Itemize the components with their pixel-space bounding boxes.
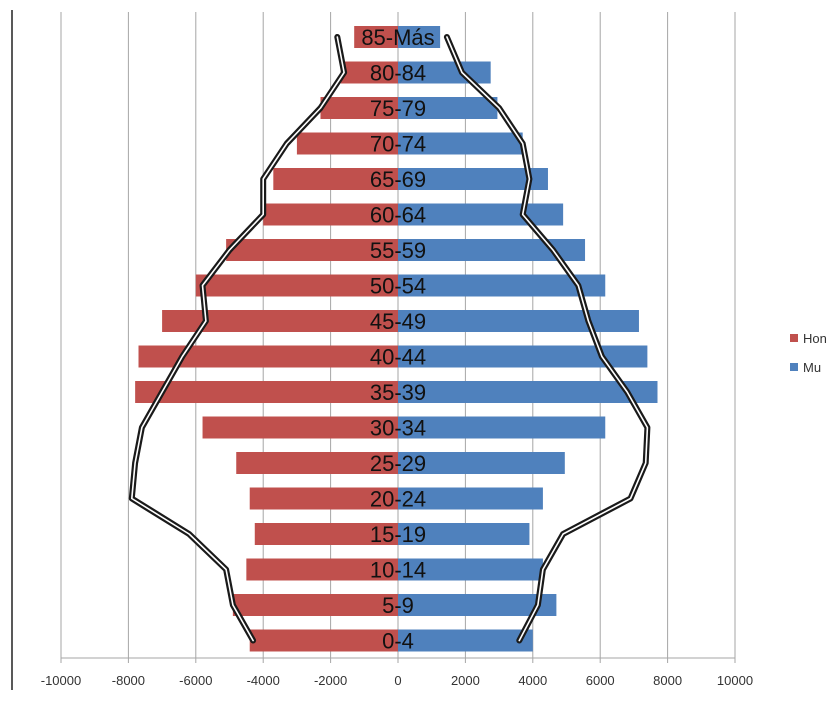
bar-right-20-24 [398, 487, 543, 510]
category-label-85-Más: 85-Más [361, 25, 434, 50]
bar-right-0-4 [398, 629, 533, 652]
bar-left-40-44 [138, 345, 398, 368]
bar-right-45-49 [398, 310, 639, 332]
x-tick-label-7: 4000 [518, 673, 547, 688]
bar-left-15-19 [254, 523, 398, 545]
bar-right-5-9 [398, 594, 557, 616]
x-tick-label-2: -6000 [179, 673, 212, 688]
category-label-60-64: 60-64 [370, 203, 426, 228]
bar-left-0-4 [249, 629, 398, 652]
legend[interactable]: Hon Mu [790, 331, 827, 375]
bar-right-70-74 [398, 132, 523, 155]
bar-right-30-34 [398, 416, 606, 439]
bar-right-10-14 [398, 558, 543, 581]
x-tick-label-10: 10000 [717, 673, 753, 688]
gridlines [60, 12, 736, 658]
category-label-50-54: 50-54 [370, 274, 426, 299]
x-tick-label-3: -4000 [247, 673, 280, 688]
x-tick-label-1: -8000 [112, 673, 145, 688]
category-label-0-4: 0-4 [382, 629, 414, 654]
category-label-65-69: 65-69 [370, 167, 426, 192]
legend-label-1: Mu [803, 360, 821, 375]
x-tick-label-6: 2000 [451, 673, 480, 688]
bar-right-25-29 [398, 452, 565, 474]
category-label-25-29: 25-29 [370, 451, 426, 476]
legend-swatch-0 [790, 334, 798, 342]
x-axis: -10000 -8000 -6000 -4000 -2000 0 2000 4000 6000 8… [41, 657, 753, 688]
bar-left-75-79 [320, 97, 398, 119]
overlay-line-1-inner [446, 36, 649, 642]
bar-right-75-79 [398, 97, 498, 119]
bar-left-60-64 [263, 203, 398, 226]
x-tick-label-5: 0 [394, 673, 401, 688]
x-tick-label-4: -2000 [314, 673, 347, 688]
bars [135, 26, 658, 652]
category-label-80-84: 80-84 [370, 61, 426, 86]
category-label-30-34: 30-34 [370, 416, 426, 441]
x-tick-label-0: -10000 [41, 673, 81, 688]
category-label-10-14: 10-14 [370, 558, 426, 583]
category-label-45-49: 45-49 [370, 309, 426, 334]
category-label-15-19: 15-19 [370, 522, 426, 547]
bar-right-55-59 [398, 239, 586, 261]
bar-left-20-24 [249, 487, 398, 510]
bar-right-50-54 [398, 274, 606, 297]
bar-left-65-69 [273, 168, 398, 190]
bar-left-5-9 [232, 594, 398, 616]
category-labels: 0-4 5-9 10-14 15-19 20-24 25-29 30-34 35-39 40-4… [361, 25, 434, 654]
category-label-35-39: 35-39 [370, 380, 426, 405]
category-label-75-79: 75-79 [370, 96, 426, 121]
category-label-20-24: 20-24 [370, 487, 426, 512]
overlay-line-0-outer [128, 34, 348, 644]
bar-left-45-49 [162, 310, 398, 332]
bar-left-30-34 [202, 416, 398, 439]
category-label-70-74: 70-74 [370, 132, 426, 157]
bar-left-80-84 [340, 61, 398, 84]
category-label-55-59: 55-59 [370, 238, 426, 263]
bar-right-15-19 [398, 523, 530, 545]
bar-left-35-39 [135, 381, 398, 403]
bar-right-35-39 [398, 381, 658, 403]
bar-left-70-74 [296, 132, 398, 155]
category-label-5-9: 5-9 [382, 593, 414, 618]
bar-left-25-29 [236, 452, 398, 474]
legend-swatch-1 [790, 363, 798, 371]
x-tick-label-9: 8000 [653, 673, 682, 688]
category-label-40-44: 40-44 [370, 345, 426, 370]
bar-left-55-59 [226, 239, 398, 261]
bar-right-85-Más [398, 26, 441, 48]
bar-right-40-44 [398, 345, 648, 368]
overlay-line-0-inner [131, 36, 345, 642]
x-tick-label-8: 6000 [586, 673, 615, 688]
bar-left-10-14 [246, 558, 398, 581]
bar-left-50-54 [195, 274, 398, 297]
legend-label-0: Hon [803, 331, 827, 346]
overlay-lines [128, 34, 651, 644]
overlay-line-1-outer [443, 34, 651, 644]
bar-left-85-Más [354, 26, 398, 48]
bar-right-65-69 [398, 168, 548, 190]
